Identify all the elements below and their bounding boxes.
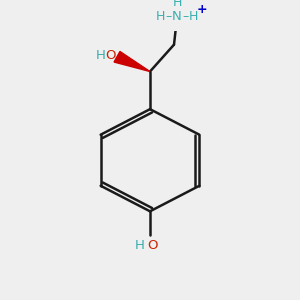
Text: N: N — [172, 10, 182, 23]
Text: –: – — [166, 10, 172, 23]
Text: O: O — [105, 49, 116, 62]
Text: H: H — [156, 10, 165, 23]
Text: H: H — [135, 239, 144, 252]
Text: H: H — [96, 49, 105, 62]
Text: –: – — [182, 10, 188, 23]
Text: H: H — [172, 0, 182, 9]
Text: O: O — [148, 239, 158, 252]
Text: +: + — [196, 3, 207, 16]
Text: H: H — [189, 10, 198, 23]
Polygon shape — [114, 52, 150, 71]
